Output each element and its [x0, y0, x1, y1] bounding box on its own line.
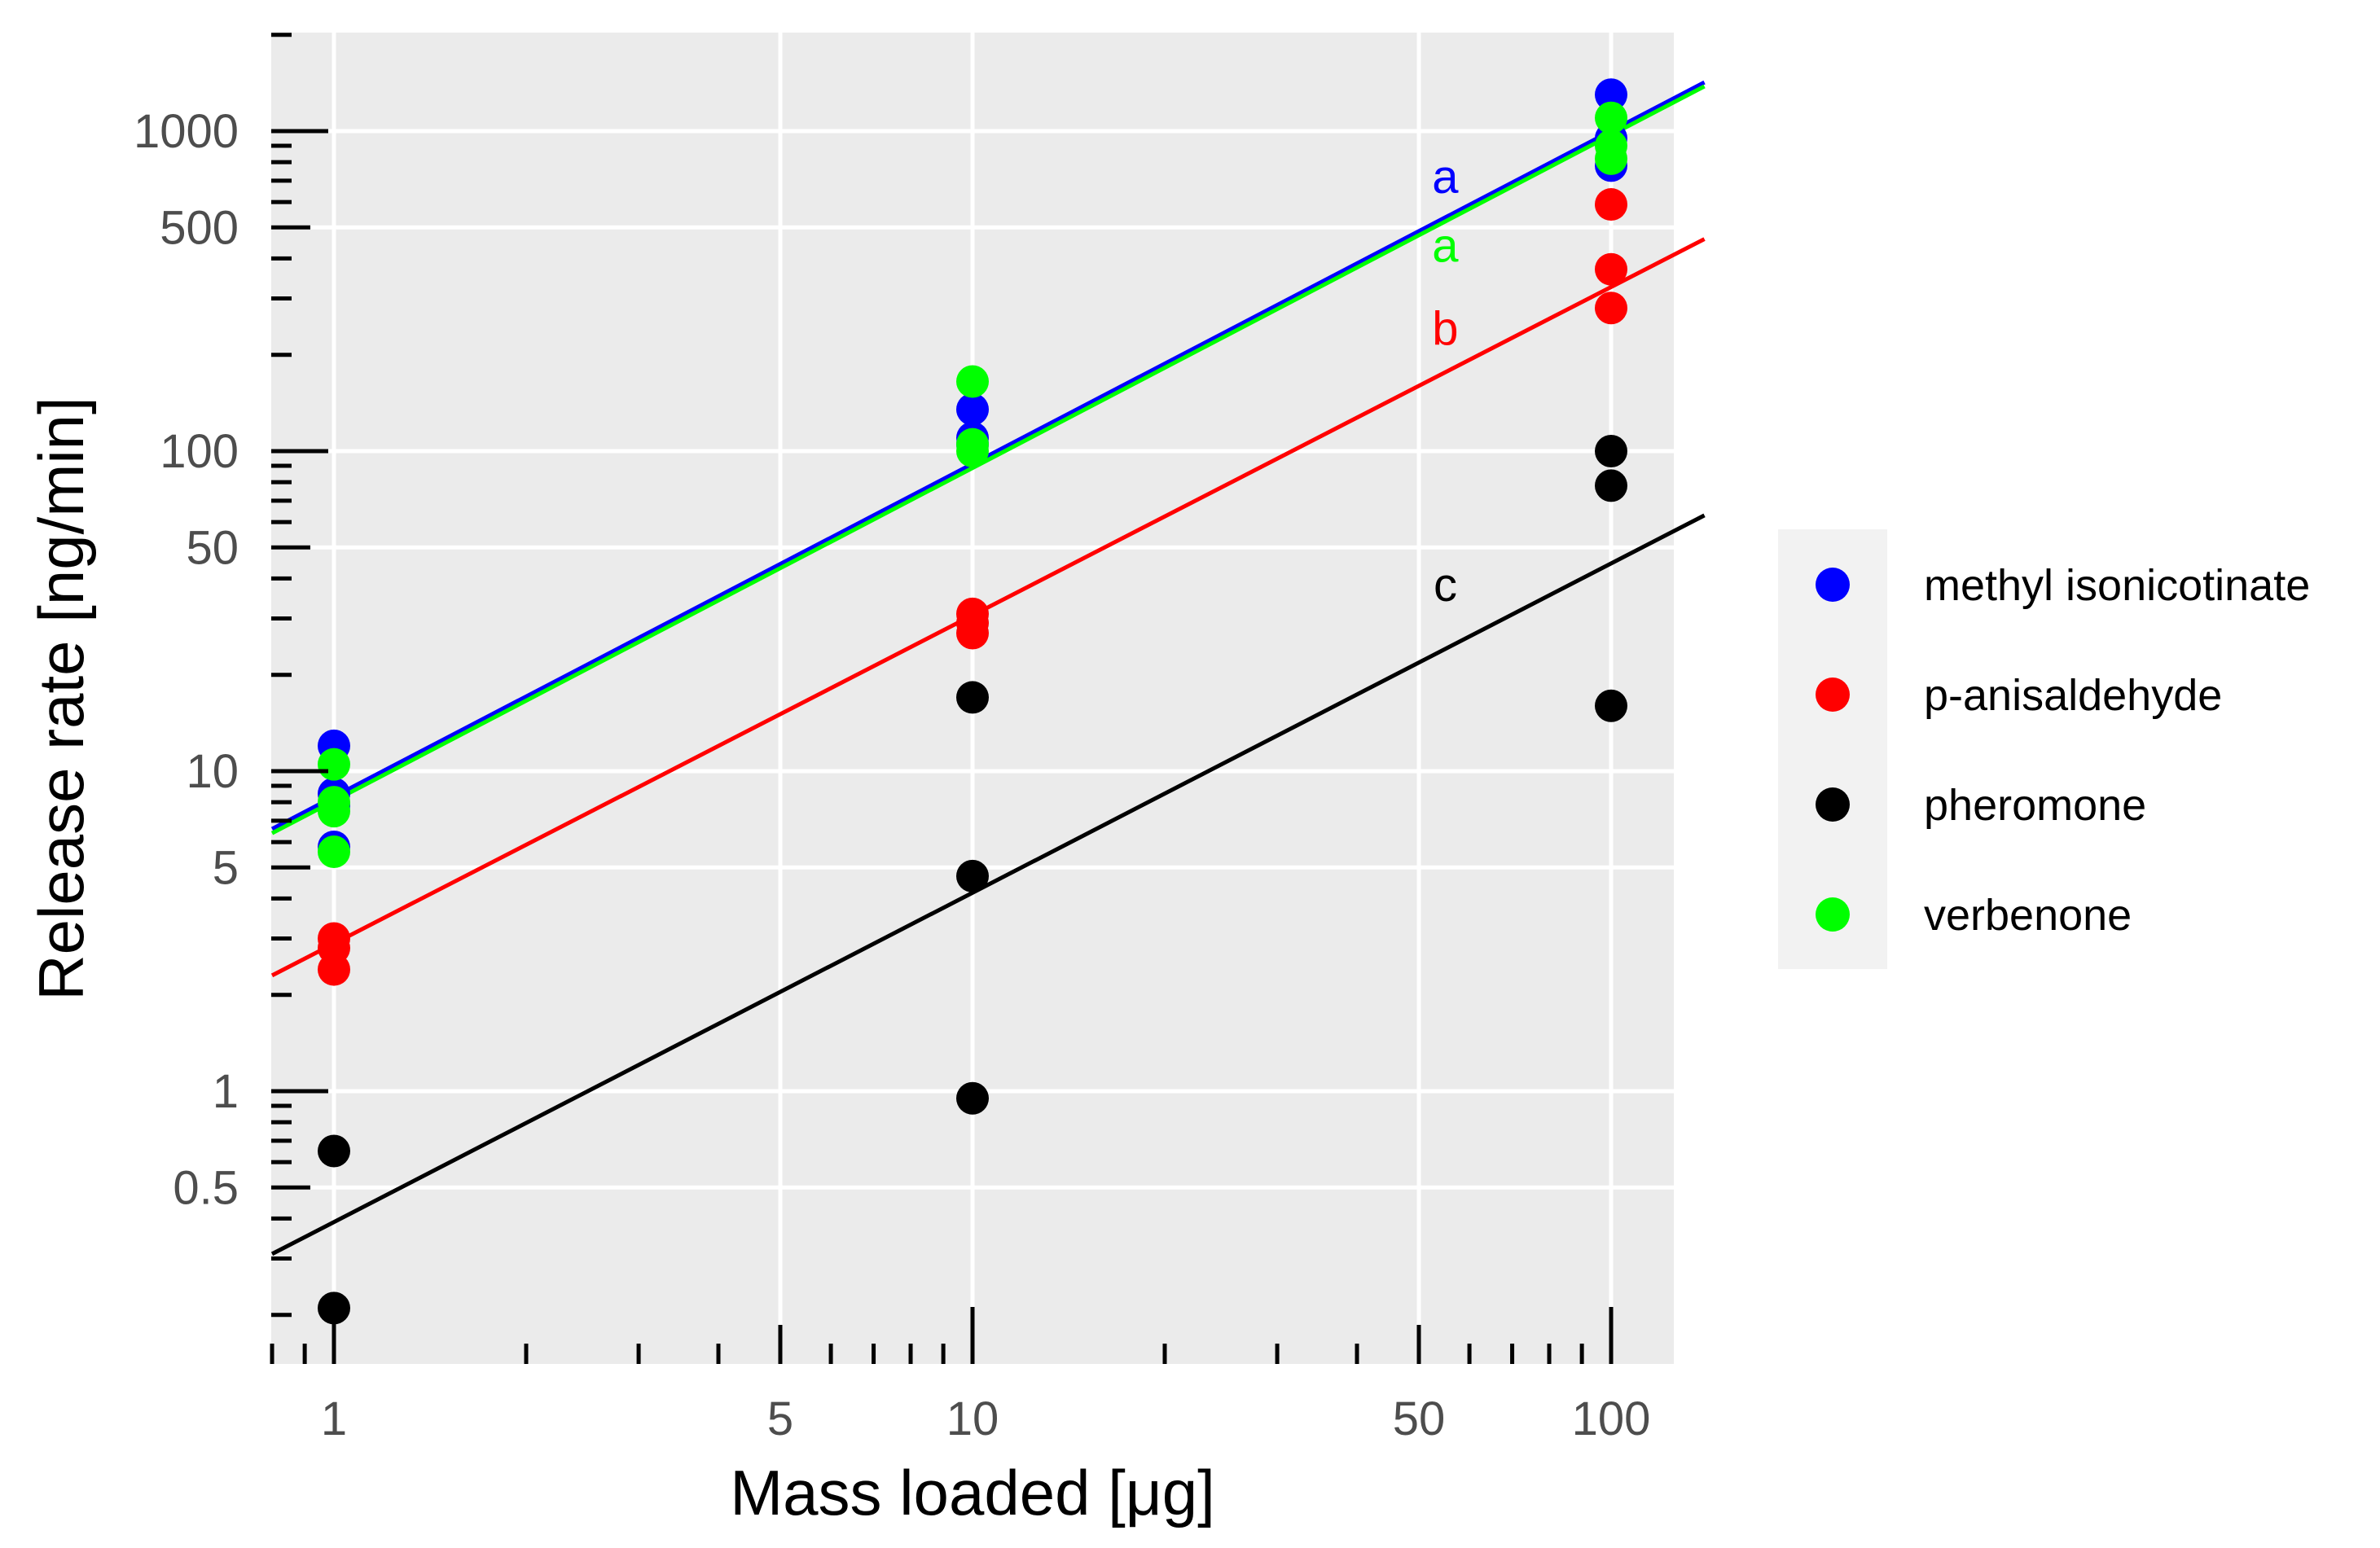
data-point-p-anisaldehyde [1595, 292, 1627, 325]
fit-line-p-anisaldehyde [270, 237, 1706, 978]
data-point-p-anisaldehyde [956, 616, 989, 650]
y-tick-label: 500 [160, 201, 239, 254]
y-tick-label: 1 [213, 1065, 239, 1118]
x-tick-label: 10 [946, 1392, 999, 1445]
legend: methyl isonicotinate p-anisaldehyde pherom… [1778, 529, 2310, 969]
data-point-verbenone [318, 835, 350, 868]
data-point-pheromone [1595, 469, 1627, 502]
legend-key-p-anisaldehyde [1816, 678, 1850, 712]
data-point-p-anisaldehyde [318, 953, 350, 986]
x-axis-title: Mass loaded [μg] [730, 1457, 1215, 1528]
data-point-pheromone [1595, 435, 1627, 467]
y-tick-label: 0.5 [173, 1161, 239, 1214]
data-points [318, 78, 1627, 1325]
x-tick-label: 100 [1572, 1392, 1651, 1445]
data-point-pheromone [318, 1134, 350, 1168]
legend-key-background [1778, 529, 1887, 969]
y-axis: 0.5 1 5 10 50 100 500 1000 [134, 33, 328, 1318]
fit-annotation: b [1432, 302, 1458, 355]
x-axis: 1 5 10 50 100 [270, 1307, 1651, 1445]
fit-line-pheromone [270, 513, 1706, 1256]
fit-annotation: a [1432, 151, 1459, 204]
y-tick-label: 50 [186, 521, 239, 574]
legend-key-verbenone [1816, 897, 1850, 932]
fit-line-methyl-isonicotinate [270, 80, 1706, 831]
x-tick-label: 50 [1393, 1392, 1446, 1445]
legend-key-pheromone [1816, 787, 1850, 822]
fit-lines [270, 80, 1706, 1256]
data-point-methyl-isonicotinate [1595, 78, 1627, 112]
data-point-verbenone [956, 365, 989, 398]
legend-key-methyl-isonicotinate [1816, 568, 1850, 602]
data-point-pheromone [956, 1081, 989, 1115]
y-tick-label: 1000 [134, 105, 239, 158]
fit-annotation: c [1434, 559, 1457, 612]
data-point-p-anisaldehyde [1595, 252, 1627, 286]
data-point-verbenone [318, 795, 350, 828]
y-tick-label: 5 [213, 841, 239, 894]
legend-label: p-anisaldehyde [1924, 671, 2222, 720]
y-tick-label: 10 [186, 745, 239, 798]
data-point-p-anisaldehyde [1595, 188, 1627, 221]
data-point-verbenone [318, 748, 350, 781]
data-point-methyl-isonicotinate [956, 392, 989, 426]
x-tick-label: 5 [767, 1392, 793, 1445]
legend-label: pheromone [1924, 781, 2146, 830]
data-point-verbenone [1595, 142, 1627, 175]
fit-line-verbenone [270, 84, 1706, 835]
fit-annotation: a [1432, 220, 1459, 273]
data-point-verbenone [1595, 101, 1627, 134]
data-point-verbenone [956, 435, 989, 467]
legend-label: methyl isonicotinate [1924, 561, 2310, 610]
legend-label: verbenone [1924, 891, 2132, 940]
data-point-pheromone [956, 681, 989, 714]
data-point-pheromone [1595, 689, 1627, 722]
x-tick-label: 1 [321, 1392, 347, 1445]
y-tick-label: 100 [160, 425, 239, 478]
data-point-pheromone [956, 859, 989, 892]
y-axis-title: Release rate [ng/min] [25, 397, 97, 1000]
